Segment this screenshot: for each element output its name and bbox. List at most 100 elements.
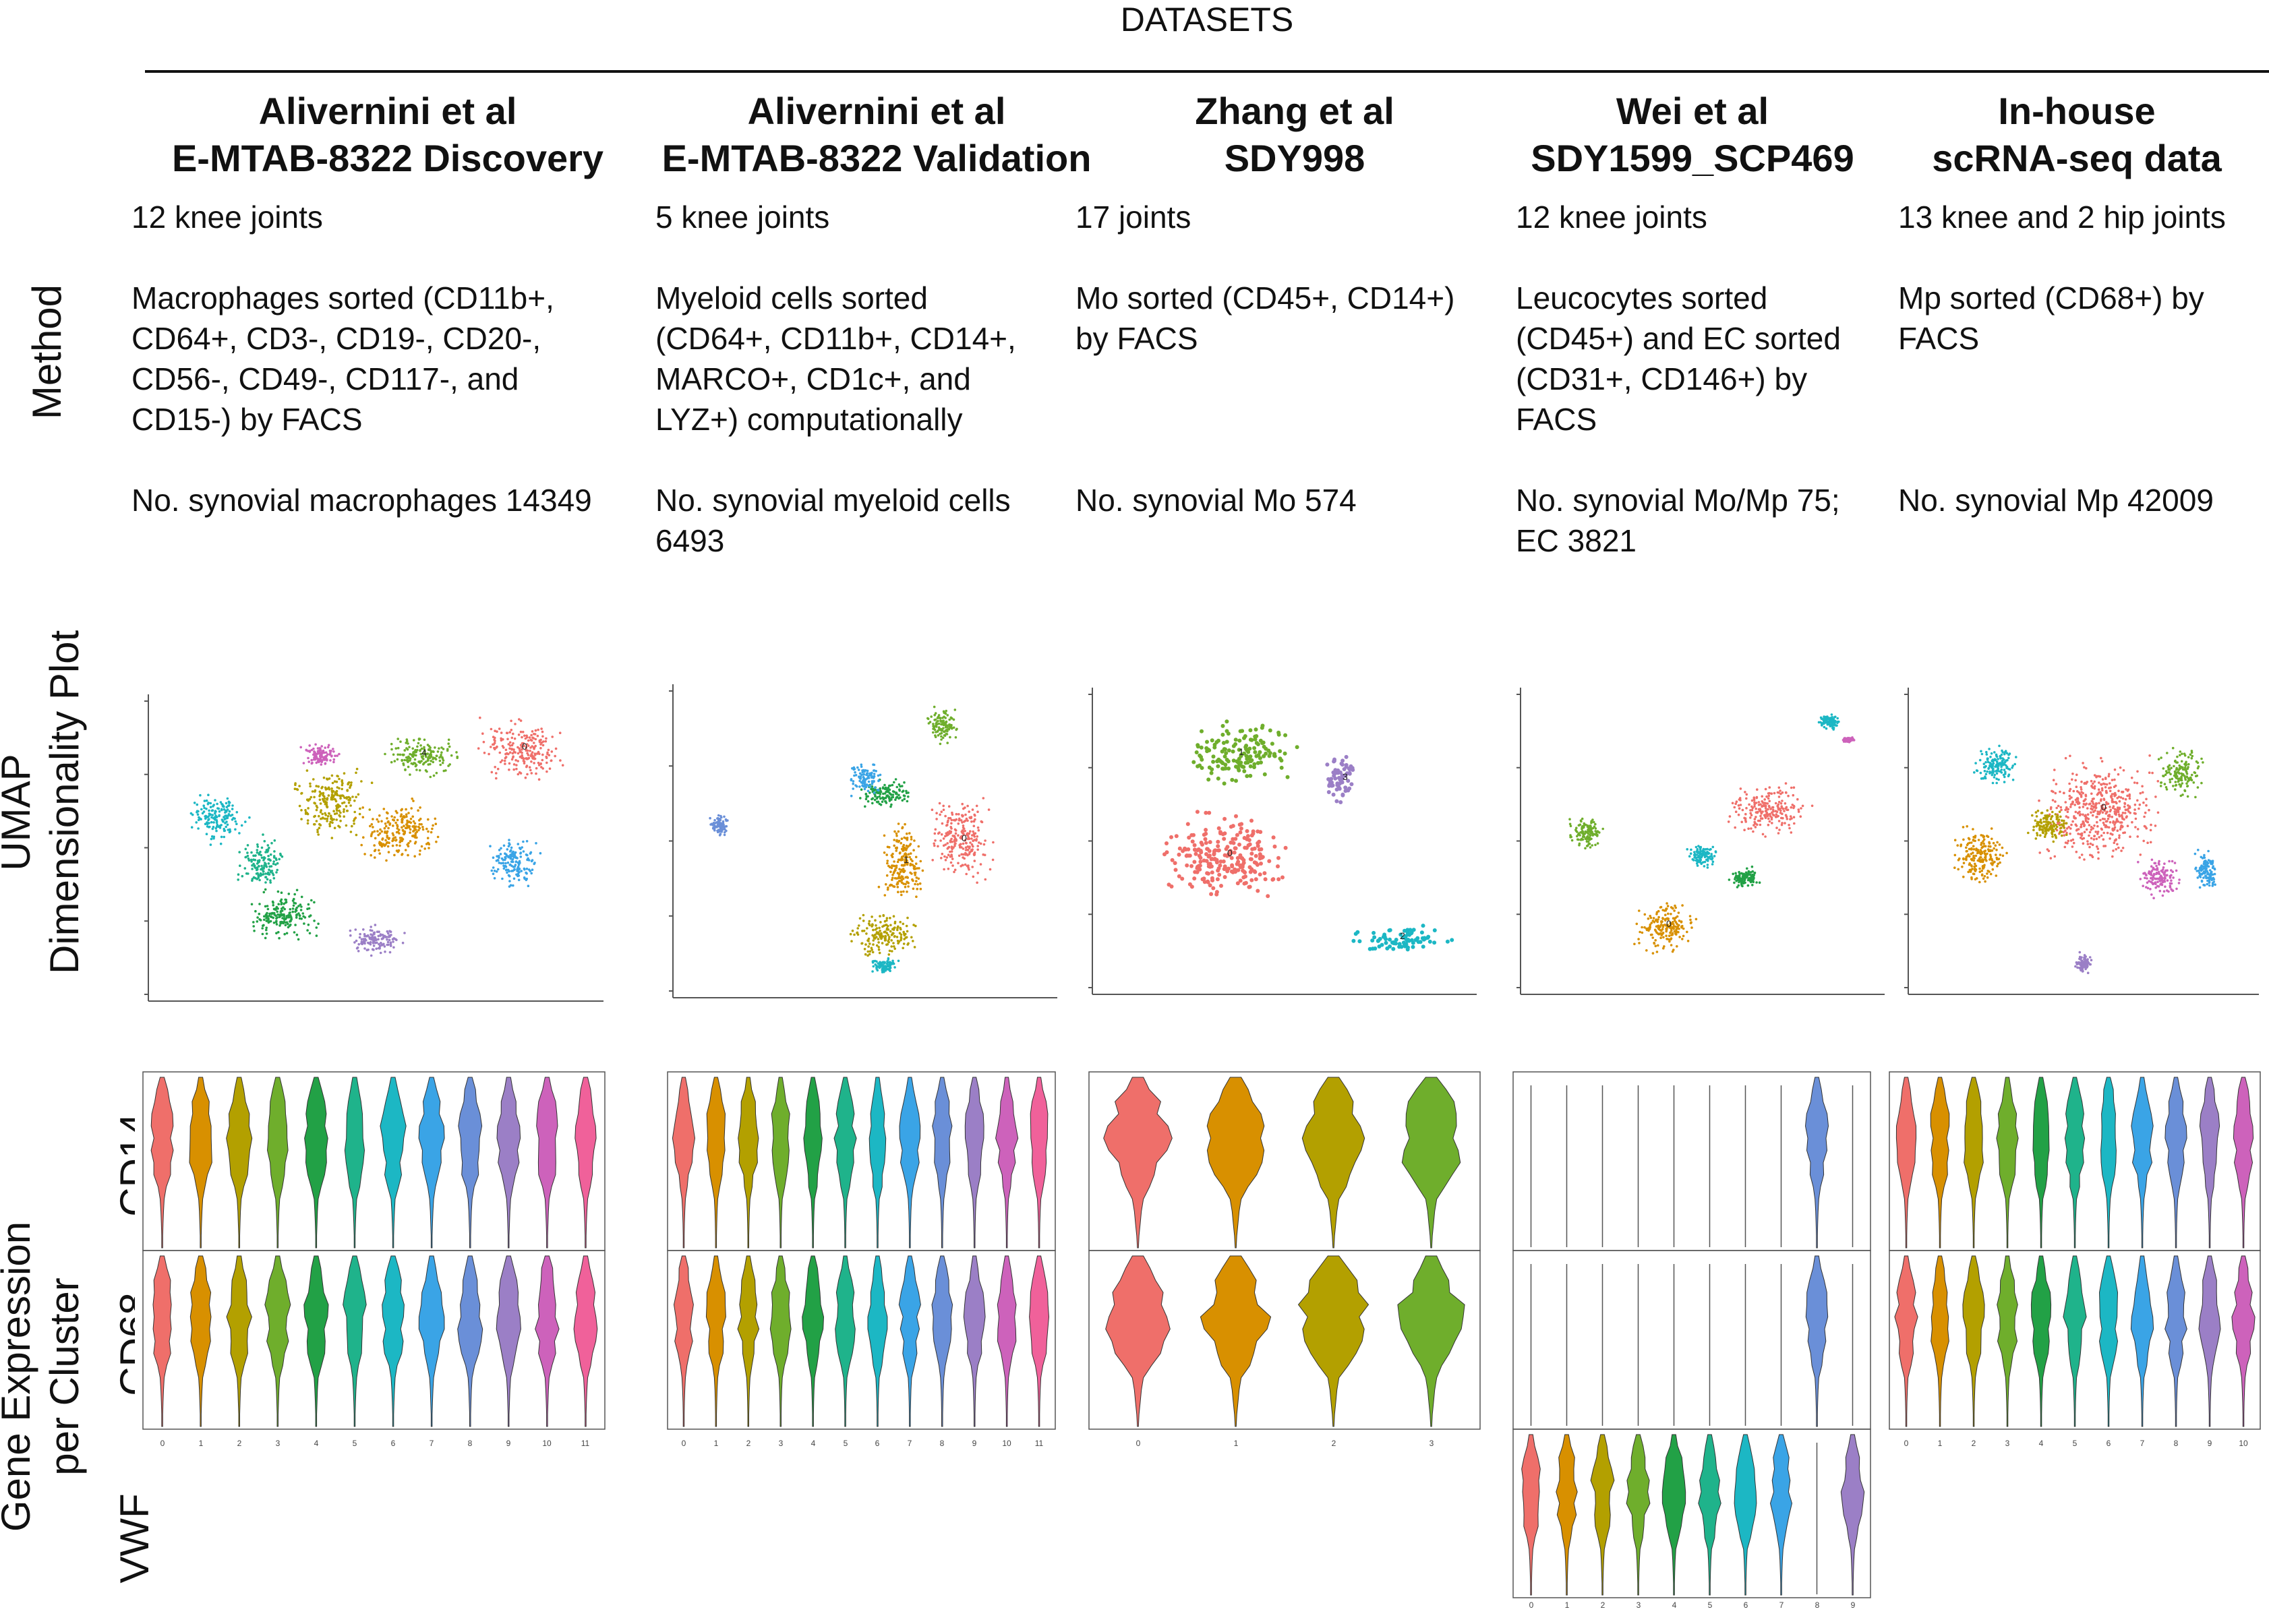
umap-point	[412, 753, 415, 756]
umap-point	[1372, 930, 1376, 935]
umap-point	[1672, 923, 1675, 926]
umap-point	[1177, 852, 1181, 857]
umap-point	[885, 963, 889, 965]
umap-point	[399, 844, 401, 847]
umap-point	[1999, 861, 2001, 864]
umap-point	[519, 730, 523, 733]
umap-point	[1740, 878, 1743, 880]
method-line: (CD31+, CD146+) by	[1516, 361, 1808, 396]
umap-point	[949, 735, 951, 739]
umap-point	[1237, 738, 1242, 743]
umap-point	[1250, 847, 1255, 851]
umap-point	[548, 767, 552, 770]
umap-point	[1245, 756, 1249, 761]
umap-point	[508, 762, 511, 765]
umap-point	[1578, 824, 1581, 826]
umap-point	[858, 924, 860, 927]
datasets-header: DATASETS	[1120, 1, 1294, 38]
umap-point	[1343, 785, 1348, 790]
umap-point	[406, 824, 409, 828]
umap-point	[409, 757, 412, 760]
umap-point	[285, 932, 289, 935]
umap-point	[889, 924, 892, 927]
umap-point	[2123, 818, 2125, 821]
umap-point	[2098, 791, 2100, 794]
umap-point	[353, 822, 355, 825]
umap-point	[1645, 949, 1648, 952]
umap-point	[225, 802, 228, 805]
umap-point	[892, 942, 895, 944]
umap-point	[964, 839, 966, 842]
umap-point	[263, 918, 266, 922]
umap-point	[1173, 868, 1178, 872]
umap-point	[2101, 789, 2104, 792]
umap-point	[1698, 852, 1701, 855]
umap-point	[1177, 874, 1181, 878]
umap-point	[1755, 795, 1759, 799]
umap-point	[1591, 826, 1595, 830]
dataset-title-4: Wei et al SDY1599_SCP469	[1487, 88, 1898, 182]
umap-point	[850, 779, 853, 782]
umap-point	[401, 853, 403, 856]
umap-point	[906, 891, 908, 893]
umap-point	[1189, 864, 1194, 868]
umap-point	[1260, 855, 1264, 860]
umap-point	[215, 820, 218, 823]
umap-point	[269, 920, 272, 923]
umap-point	[407, 842, 410, 845]
umap-point	[1998, 843, 2001, 846]
umap-point	[1334, 799, 1339, 804]
umap-point	[403, 824, 405, 827]
umap-point	[244, 820, 247, 823]
umap-point	[1248, 764, 1253, 769]
umap-point	[343, 808, 345, 811]
umap-point	[317, 760, 320, 764]
umap-point	[2112, 849, 2115, 852]
umap-point	[2091, 786, 2094, 789]
umap-point	[336, 754, 338, 757]
umap-point	[2102, 804, 2104, 806]
umap-point	[1285, 775, 1290, 779]
umap-point	[966, 804, 969, 808]
umap-point	[343, 801, 346, 804]
umap-point	[1821, 723, 1823, 726]
umap-point	[510, 729, 513, 731]
umap-point	[1264, 746, 1268, 751]
umap-point	[1827, 717, 1829, 720]
umap-point	[1222, 781, 1227, 786]
umap-point	[1750, 876, 1753, 878]
method-line: FACS	[1898, 321, 1980, 356]
umap-point	[1326, 777, 1331, 781]
umap-point	[973, 813, 976, 816]
umap-point	[1836, 717, 1839, 720]
umap-point	[2142, 791, 2144, 794]
umap-point	[2113, 768, 2117, 771]
umap-point	[1210, 870, 1214, 875]
umap-point	[932, 723, 935, 725]
umap-point	[1737, 884, 1740, 887]
umap-point	[246, 854, 249, 858]
umap-point	[1706, 859, 1709, 862]
umap-point	[338, 809, 341, 812]
umap-point	[500, 737, 502, 740]
umap-point	[2080, 837, 2082, 839]
umap-point	[2113, 808, 2117, 811]
umap-point	[332, 760, 335, 764]
umap-point	[220, 824, 223, 826]
umap-cluster-label: 1	[1239, 746, 1244, 757]
umap-point	[1980, 869, 1984, 872]
umap-point	[1347, 786, 1352, 791]
umap-point	[1272, 752, 1277, 756]
umap-point	[515, 764, 518, 766]
umap-point	[396, 746, 400, 750]
umap-point	[885, 943, 888, 946]
umap-point	[1588, 824, 1591, 827]
umap-point	[959, 836, 962, 839]
umap-point	[370, 926, 372, 928]
umap-point	[940, 738, 943, 741]
umap-point	[315, 808, 318, 812]
umap-point	[850, 940, 853, 942]
umap-point	[1233, 738, 1238, 742]
umap-point	[2096, 845, 2098, 848]
umap-point	[1831, 722, 1833, 725]
